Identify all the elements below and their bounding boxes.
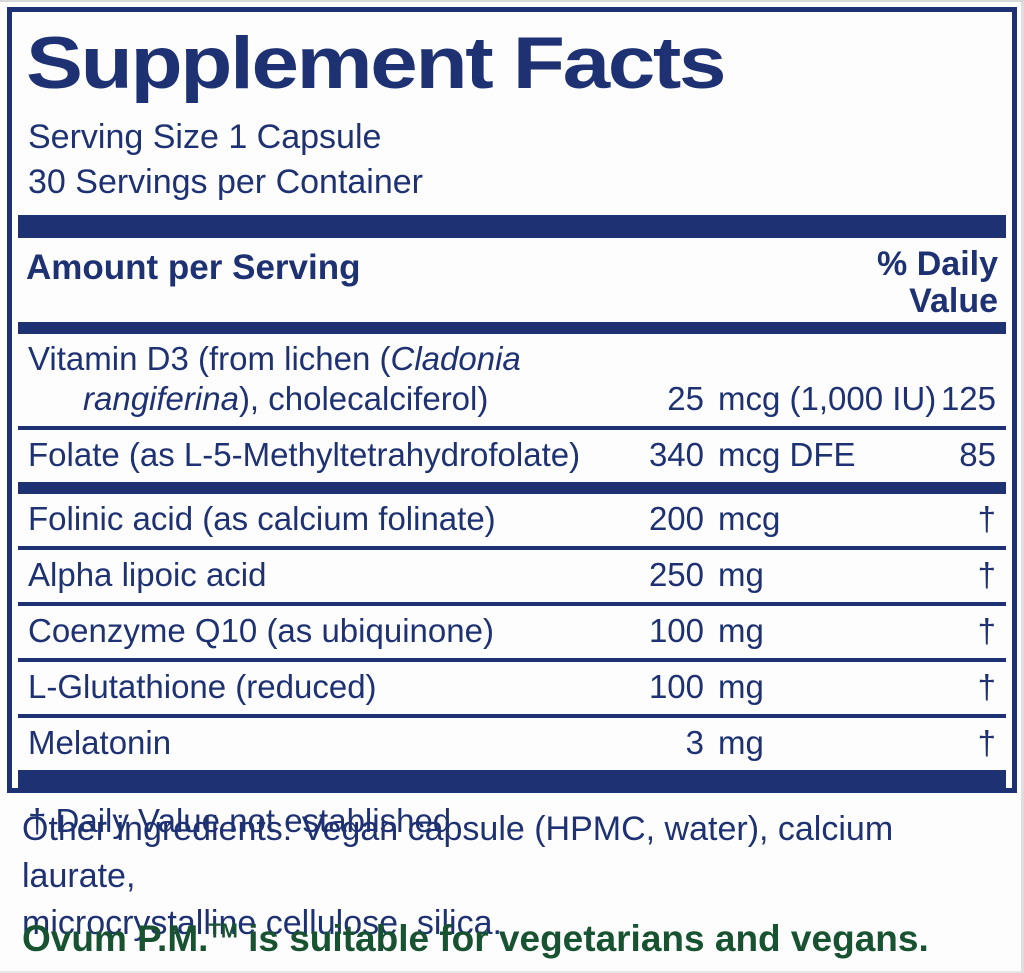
nutrient-daily-value: † <box>977 668 996 705</box>
nutrient-daily-value: 85 <box>959 436 996 473</box>
nutrient-name: Coenzyme Q10 (as ubiquinone) <box>28 612 494 649</box>
daily-value-header-line1: % Daily <box>877 245 998 283</box>
nutrient-name: Folate (as L-5-Methyltetrahydrofolate) <box>28 436 581 473</box>
daily-value-header: % Daily Value <box>877 246 998 320</box>
vegan-suitability-note: Ovum P.M.TM is suitable for vegetarians … <box>22 918 929 960</box>
nutrient-amount: 25 mcg (1,000 IU) <box>667 380 937 417</box>
daily-value-footnote: † Daily Value not established <box>28 802 452 839</box>
brand-name: Ovum P.M. <box>22 918 209 959</box>
nutrient-amount: 250 mg <box>648 556 764 593</box>
other-ingredients: Other ingredients: Vegan capsule (HPMC, … <box>22 806 1012 947</box>
nutrient-amount: 3 mg <box>685 724 764 761</box>
nutrient-amount: 100 mg <box>648 668 764 705</box>
table-row-l-glutathione: L-Glutathione (reduced) 100 mg † <box>12 662 1012 714</box>
table-row-folinic-acid: Folinic acid (as calcium folinate) 200 mc… <box>12 494 1012 546</box>
serving-size: Serving Size 1 Capsule <box>28 118 382 156</box>
nutrient-name: Vitamin D3 (from lichen (Cladonia rangif… <box>28 339 628 419</box>
nutrient-daily-value: † <box>977 724 996 761</box>
nutrient-name-line1: Vitamin D3 (from lichen (Cladonia <box>28 340 521 377</box>
nutrient-amount: 340 mcg DFE <box>648 436 856 473</box>
servings-per-container: 30 Servings per Container <box>28 163 424 201</box>
divider-hairline <box>18 658 1006 662</box>
daily-value-header-line2: Value <box>909 282 998 320</box>
divider-medium-mid <box>18 482 1006 494</box>
divider-hairline <box>18 426 1006 430</box>
divider-hairline <box>18 602 1006 606</box>
trademark-symbol: TM <box>208 920 238 943</box>
nutrient-name-line2: rangiferina), cholecalciferol) <box>83 380 489 417</box>
divider-hairline <box>18 546 1006 550</box>
amount-per-serving-header: Amount per Serving <box>26 248 361 287</box>
nutrient-name: L-Glutathione (reduced) <box>28 668 377 705</box>
table-row-coenzyme-q10: Coenzyme Q10 (as ubiquinone) 100 mg † <box>12 606 1012 658</box>
nutrient-name: Folinic acid (as calcium folinate) <box>28 500 496 537</box>
divider-thick-bottom <box>18 770 1006 793</box>
other-ingredients-line2: microcrystalline cellulose, silica. <box>22 904 502 942</box>
other-ingredients-line1: Other ingredients: Vegan capsule (HPMC, … <box>22 810 894 895</box>
divider-medium-after-header <box>18 322 1006 334</box>
nutrient-name: Alpha lipoic acid <box>28 556 267 593</box>
table-row-melatonin: Melatonin 3 mg † <box>12 718 1012 770</box>
nutrient-amount: 100 mg <box>648 612 764 649</box>
panel-title: Supplement Facts <box>26 23 727 104</box>
table-row-vitamin-d3: Vitamin D3 (from lichen (Cladonia rangif… <box>12 334 1012 426</box>
supplement-facts-panel: Supplement Facts Serving Size 1 Capsule … <box>7 7 1017 839</box>
nutrient-name: Melatonin <box>28 724 172 761</box>
divider-hairline <box>18 714 1006 718</box>
divider-thick-top <box>18 215 1006 238</box>
nutrient-daily-value: 125 <box>940 380 996 417</box>
table-header-row: Amount per Serving % Daily Value <box>12 238 1012 322</box>
vegan-note-text: is suitable for vegetarians and vegans. <box>237 918 929 959</box>
nutrient-daily-value: † <box>977 556 996 593</box>
nutrient-amount: 200 mcg <box>648 500 781 537</box>
table-row-folate: Folate (as L-5-Methyltetrahydrofolate) 3… <box>12 430 1012 482</box>
nutrient-daily-value: † <box>977 500 996 537</box>
table-row-alpha-lipoic-acid: Alpha lipoic acid 250 mg † <box>12 550 1012 602</box>
nutrient-daily-value: † <box>977 612 996 649</box>
